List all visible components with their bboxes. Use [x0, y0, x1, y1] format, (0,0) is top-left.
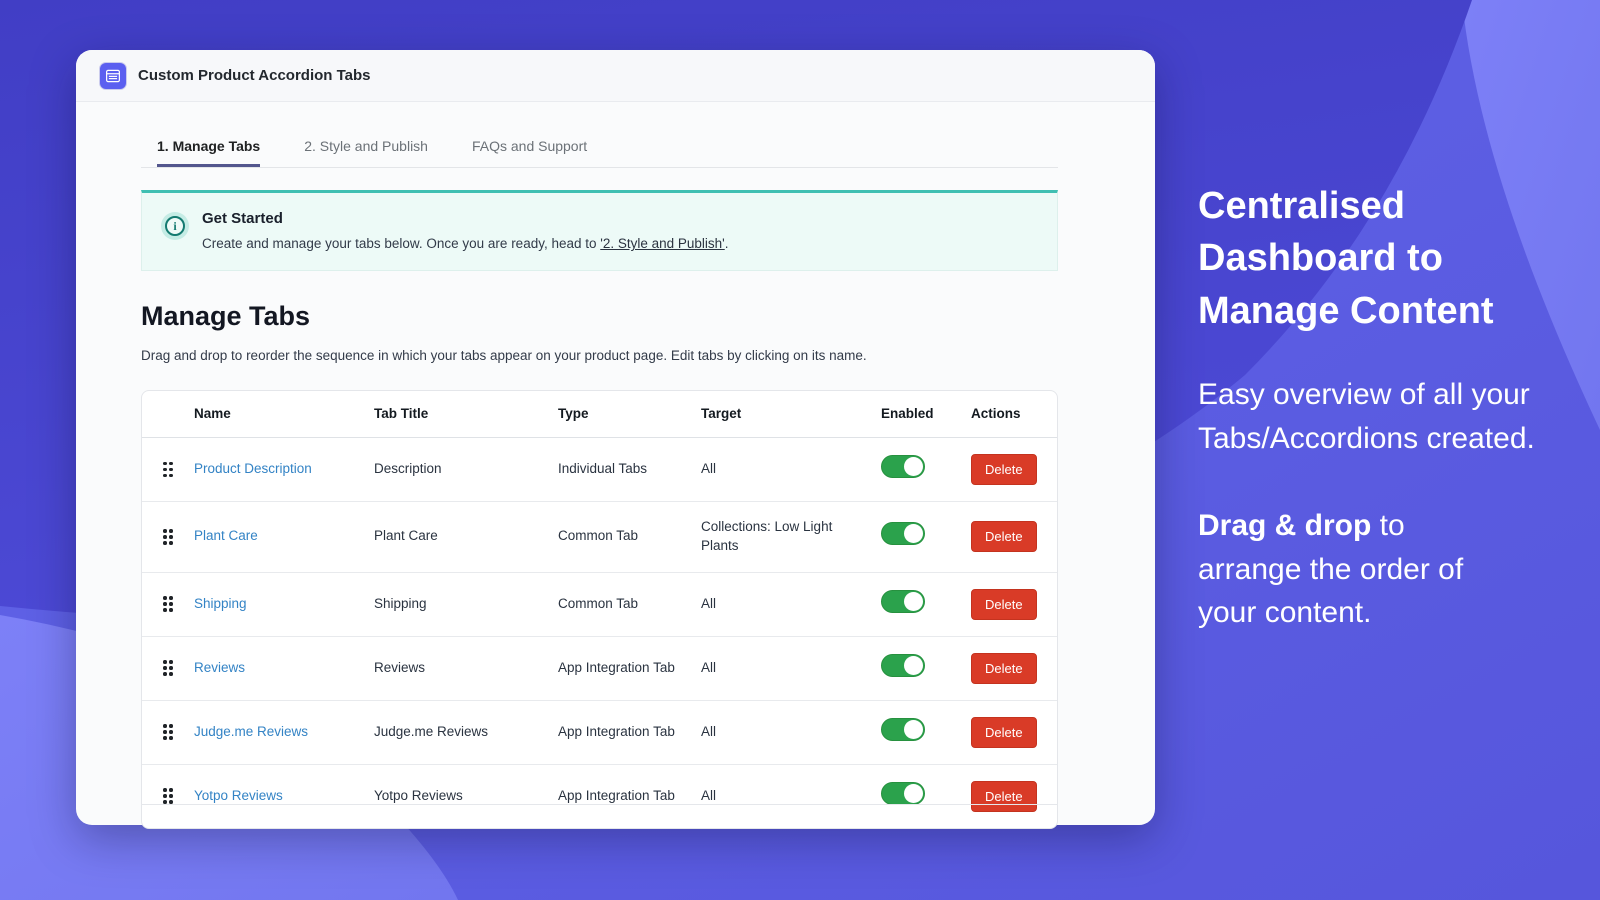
table-header-row: Name Tab Title Type Target Enabled Actions: [142, 391, 1057, 438]
banner-text-before: Create and manage your tabs below. Once …: [202, 236, 601, 251]
column-header: Type: [558, 406, 589, 421]
tab-title-cell: Description: [374, 460, 442, 476]
table-row: Plant Care Plant Care Common Tab Collection…: [142, 500, 1057, 572]
promo-paragraph-2: Drag & drop to arrange the order of your…: [1198, 504, 1510, 635]
target-cell: Collections: Low Light Plants: [701, 518, 833, 553]
enabled-toggle[interactable]: [881, 454, 925, 478]
tab-name-link[interactable]: Plant Care: [194, 528, 258, 544]
target-cell: All: [701, 723, 717, 739]
info-icon: i: [161, 212, 189, 240]
delete-button[interactable]: Delete: [971, 521, 1037, 553]
drag-handle-icon[interactable]: [163, 596, 173, 612]
actions-cell: Delete: [971, 637, 1057, 700]
actions-cell: Delete: [971, 701, 1057, 764]
enabled-toggle[interactable]: [881, 589, 925, 613]
target-cell: All: [701, 659, 717, 675]
drag-cell: [142, 580, 194, 628]
tab-name-link[interactable]: Yotpo Reviews: [194, 787, 283, 803]
enabled-toggle[interactable]: [881, 781, 925, 805]
get-started-banner: i Get Started Create and manage your tab…: [141, 190, 1058, 271]
target-cell: All: [701, 460, 717, 476]
footer-divider: [141, 804, 1058, 805]
table-row: Judge.me Reviews Judge.me Reviews App Inte…: [142, 699, 1057, 764]
style-and-publish-link[interactable]: '2. Style and Publish': [600, 236, 725, 251]
drag-handle-icon[interactable]: [163, 461, 173, 478]
promo-bold-text: Drag & drop: [1198, 509, 1372, 543]
actions-cell: Delete: [971, 765, 1057, 828]
tab-name-link[interactable]: Product Description: [194, 460, 312, 476]
actions-cell: Delete: [971, 505, 1057, 568]
delete-button[interactable]: Delete: [971, 716, 1037, 748]
enabled-cell: [881, 506, 971, 567]
promo-panel: Centralised Dashboard to Manage Content …: [1198, 180, 1550, 635]
table-row: Product Description Description Individual…: [142, 438, 1057, 501]
app-window: Custom Product Accordion Tabs 1. Manage …: [76, 50, 1155, 829]
table-row: Reviews Reviews App Integration Tab All Dele…: [142, 635, 1057, 700]
table-row: Shipping Shipping Common Tab All Delete: [142, 571, 1057, 636]
enabled-cell: [881, 638, 971, 699]
enabled-toggle[interactable]: [881, 717, 925, 741]
banner-text: Create and manage your tabs below. Once …: [202, 236, 729, 251]
promo-rest-text: to arrange the order of your content.: [1198, 509, 1464, 630]
target-cell: All: [701, 595, 717, 611]
type-cell: App Integration Tab: [558, 659, 675, 675]
column-header: Name: [194, 406, 231, 421]
enabled-cell: [881, 574, 971, 635]
column-header: Enabled: [881, 406, 934, 421]
section-heading: Manage Tabs: [141, 301, 311, 331]
table-row: Yotpo Reviews Yotpo Reviews App Integratio…: [142, 763, 1057, 828]
app-header: Custom Product Accordion Tabs: [76, 50, 1155, 102]
banner-text-after: .: [724, 236, 729, 251]
delete-button[interactable]: Delete: [971, 652, 1037, 684]
enabled-toggle[interactable]: [881, 653, 925, 677]
delete-button[interactable]: Delete: [971, 780, 1037, 812]
enabled-cell: [881, 766, 971, 827]
banner-title: Get Started: [202, 210, 283, 227]
tab-style-and-publish[interactable]: 2. Style and Publish: [304, 138, 428, 154]
type-cell: App Integration Tab: [558, 723, 675, 739]
drag-cell: [142, 446, 194, 494]
tab-title-cell: Shipping: [374, 595, 427, 611]
type-cell: Common Tab: [558, 528, 639, 544]
drag-cell: [142, 772, 194, 820]
drag-handle-icon[interactable]: [163, 724, 173, 740]
drag-handle-icon[interactable]: [163, 529, 173, 545]
tab-name-link[interactable]: Shipping: [194, 595, 247, 611]
drag-cell: [142, 644, 194, 692]
column-header: Tab Title: [374, 406, 429, 421]
delete-button[interactable]: Delete: [971, 453, 1037, 485]
enabled-cell: [881, 702, 971, 763]
drag-handle-icon[interactable]: [163, 788, 173, 804]
tab-title-cell: Reviews: [374, 659, 426, 675]
tab-manage-tabs[interactable]: 1. Manage Tabs: [157, 138, 260, 167]
drag-handle-icon[interactable]: [163, 660, 173, 676]
tab-title-cell: Yotpo Reviews: [374, 787, 463, 803]
list-card-icon: [100, 62, 126, 89]
tab-faqs-and-support[interactable]: FAQs and Support: [471, 138, 588, 154]
enabled-toggle[interactable]: [881, 522, 925, 546]
promo-paragraph-1: Easy overview of all your Tabs/Accordion…: [1198, 378, 1535, 455]
header-drag-spacer: [142, 400, 194, 427]
page-title: Custom Product Accordion Tabs: [138, 67, 371, 84]
actions-cell: Delete: [971, 438, 1057, 501]
drag-cell: [142, 708, 194, 756]
tab-bar: 1. Manage Tabs 2. Style and Publish FAQs…: [141, 138, 1058, 168]
promo-heading: Centralised Dashboard to Manage Content: [1198, 185, 1494, 332]
target-cell: All: [701, 787, 717, 803]
type-cell: Common Tab: [558, 595, 639, 611]
tabs-table: Name Tab Title Type Target Enabled Actions Pr…: [141, 390, 1058, 829]
section-description: Drag and drop to reorder the sequence in…: [141, 348, 867, 363]
tab-name-link[interactable]: Reviews: [194, 659, 246, 675]
delete-button[interactable]: Delete: [971, 588, 1037, 620]
enabled-cell: [881, 439, 971, 500]
tab-name-link[interactable]: Judge.me Reviews: [194, 723, 309, 739]
type-cell: App Integration Tab: [558, 787, 675, 803]
column-header: Target: [701, 406, 742, 421]
drag-cell: [142, 513, 194, 561]
actions-cell: Delete: [971, 573, 1057, 636]
column-header: Actions: [971, 406, 1021, 421]
type-cell: Individual Tabs: [558, 460, 648, 476]
tab-title-cell: Judge.me Reviews: [374, 723, 489, 739]
tab-title-cell: Plant Care: [374, 528, 438, 544]
